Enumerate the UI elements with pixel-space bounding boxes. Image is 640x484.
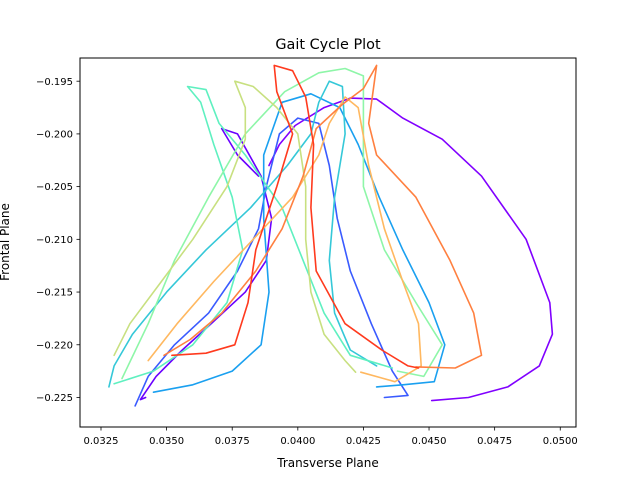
y-tick-label: −0.210	[36, 235, 73, 246]
y-axis-label: Frontal Plane	[0, 203, 12, 281]
y-tick-label: −0.195	[36, 77, 73, 88]
series-line-9	[147, 96, 422, 383]
y-tick-label: −0.200	[36, 130, 73, 141]
x-tick-label: 0.0500	[543, 436, 578, 447]
x-tick-label: 0.0375	[215, 436, 250, 447]
series-line-7	[121, 67, 443, 380]
series-line-10	[163, 64, 483, 369]
series-line-4	[152, 93, 446, 393]
y-tick-label: −0.220	[36, 340, 73, 351]
y-tick-label: −0.205	[36, 182, 73, 193]
chart-title: Gait Cycle Plot	[275, 37, 381, 53]
plot-frame	[79, 57, 577, 428]
y-tick-label: −0.215	[36, 288, 73, 299]
x-tick-label: 0.0475	[477, 436, 512, 447]
series-layer	[108, 64, 554, 407]
x-axis-label: Transverse Plane	[276, 456, 379, 470]
x-tick-label: 0.0350	[149, 436, 184, 447]
x-tick-label: 0.0425	[346, 436, 381, 447]
x-axis: 0.0325 0.0350 0.0375 0.0400 0.0425 0.0450 0.04…	[83, 427, 578, 447]
x-tick-label: 0.0450	[412, 436, 447, 447]
y-tick-label: −0.225	[36, 393, 73, 404]
x-tick-label: 0.0325	[83, 436, 118, 447]
y-axis: −0.195 −0.200 −0.205 −0.210 −0.215 −0.220 −0.2…	[36, 77, 80, 404]
series-line-11	[171, 64, 420, 369]
series-line-8	[113, 80, 357, 373]
series-line-3	[134, 117, 409, 407]
x-tick-label: 0.0400	[280, 436, 315, 447]
